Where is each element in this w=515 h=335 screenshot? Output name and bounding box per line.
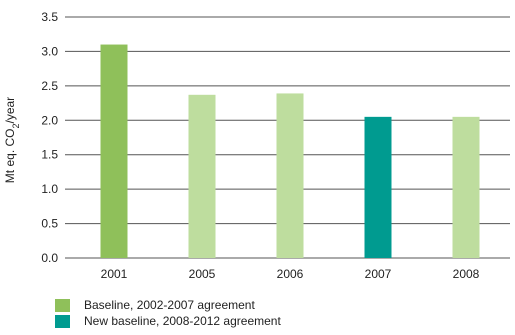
legend-label-new-baseline: New baseline, 2008-2012 agreement	[84, 314, 281, 328]
y-tick-label: 0.0	[41, 251, 58, 265]
bar-chart: 0.00.51.01.52.02.53.03.5 2001 2005 2006 200…	[3, 10, 510, 281]
y-tick-label: 1.0	[41, 182, 58, 196]
x-tick-label-2005: 2005	[189, 267, 216, 281]
y-tick-label: 2.5	[41, 79, 58, 93]
x-tick-label-2007: 2007	[365, 267, 392, 281]
legend-swatch-new-baseline	[55, 314, 70, 328]
x-tick-label-2006: 2006	[277, 267, 304, 281]
legend: Baseline, 2002-2007 agreement New baseli…	[55, 297, 281, 329]
legend-label-baseline: Baseline, 2002-2007 agreement	[84, 298, 255, 312]
bar-2006	[276, 93, 304, 258]
x-tick-label-2001: 2001	[101, 267, 128, 281]
y-tick-labels: 0.0 0.5 1.0 1.5 2.0 2.5 3.0 3.5	[41, 10, 58, 265]
bars	[100, 44, 480, 259]
y-axis-title-subscript: 2	[11, 123, 21, 128]
bar-2008	[452, 116, 480, 258]
y-tick-label: 3.5	[41, 10, 58, 24]
x-tick-label-2008: 2008	[453, 267, 480, 281]
legend-item-baseline: Baseline, 2002-2007 agreement	[55, 297, 281, 313]
y-tick-label: 1.5	[41, 148, 58, 162]
y-tick-label: 2.0	[41, 113, 58, 127]
legend-item-new-baseline: New baseline, 2008-2012 agreement	[55, 313, 281, 329]
bar-2007	[364, 116, 392, 258]
x-tick-labels: 2001 2005 2006 2007 2008	[101, 267, 480, 281]
bar-2001	[100, 44, 128, 258]
y-tick-label: 3.0	[41, 44, 58, 58]
legend-swatch-baseline	[55, 298, 70, 312]
y-tick-label: 0.5	[41, 217, 58, 231]
y-axis-title-main: Mt eq. CO	[3, 129, 17, 184]
y-axis-title-unit: /year	[3, 97, 17, 124]
bar-2005	[188, 94, 216, 259]
y-axis-title: Mt eq. CO2/year	[3, 97, 21, 183]
